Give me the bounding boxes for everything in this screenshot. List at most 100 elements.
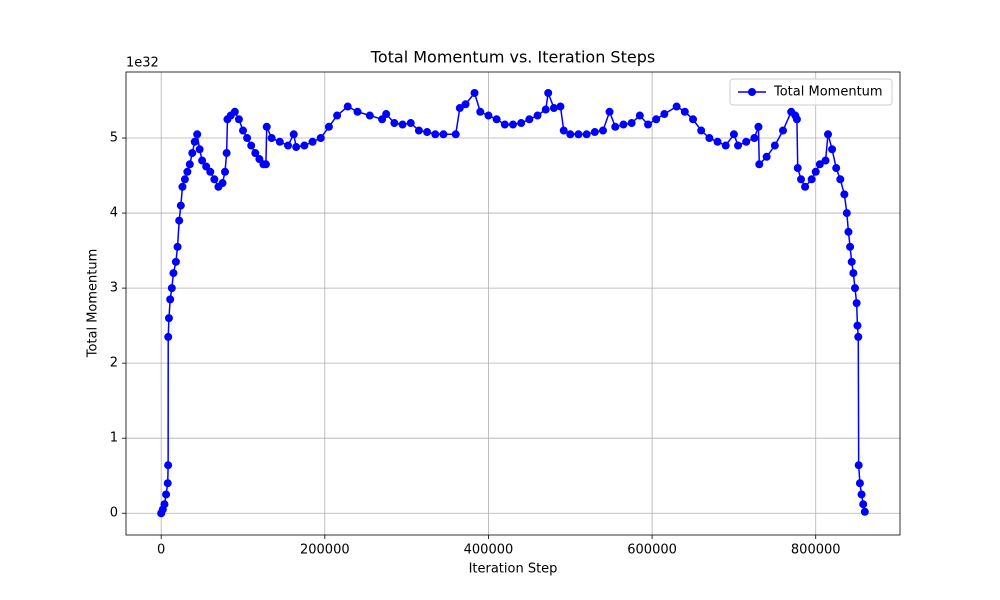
data-point (549, 104, 558, 113)
data-point (611, 122, 620, 131)
data-point (175, 216, 184, 225)
data-point (190, 137, 199, 146)
y-axis-label: Total Momentum (86, 249, 101, 359)
data-point (324, 122, 333, 131)
data-point (680, 107, 689, 116)
data-point (492, 115, 501, 124)
data-point (713, 137, 722, 146)
data-point (599, 126, 607, 135)
data-point (284, 141, 292, 150)
data-point (844, 227, 853, 236)
y-tick-label: 4 (110, 206, 118, 221)
data-point (801, 182, 810, 191)
data-point (762, 152, 771, 161)
data-point (729, 130, 738, 139)
y-tick-label: 2 (110, 356, 118, 371)
data-point (251, 149, 260, 158)
data-point (343, 102, 352, 111)
data-point (851, 284, 859, 293)
data-point (619, 120, 628, 129)
data-point (221, 167, 229, 176)
data-point (160, 500, 169, 509)
data-point (169, 269, 178, 278)
data-point (382, 110, 391, 119)
data-point (188, 149, 197, 158)
y-tick-label: 1 (110, 431, 118, 446)
data-point (779, 126, 787, 135)
x-tick-label: 600000 (627, 543, 677, 558)
data-point (754, 122, 763, 131)
x-tick-label: 200000 (300, 543, 350, 558)
data-point (842, 209, 851, 218)
data-point (206, 167, 215, 176)
data-point (559, 126, 568, 135)
data-point (824, 130, 832, 139)
data-point (697, 126, 706, 135)
legend: Total Momentum (729, 78, 893, 106)
data-point (239, 126, 247, 135)
data-point (451, 130, 460, 139)
data-point (574, 130, 583, 139)
legend-label: Total Momentum (773, 85, 883, 100)
data-point (517, 119, 526, 128)
data-point (556, 102, 565, 111)
x-tick-label: 400000 (464, 543, 514, 558)
chart-title: Total Momentum vs. Iteration Steps (370, 48, 655, 67)
data-point (544, 89, 553, 98)
data-point (164, 332, 173, 341)
data-point (171, 257, 180, 266)
data-point (605, 107, 614, 116)
y-offset-label: 1e32 (126, 56, 159, 71)
data-point (797, 175, 805, 184)
data-point (852, 299, 861, 308)
data-point (734, 141, 742, 150)
data-point (398, 120, 407, 129)
data-point (210, 175, 219, 184)
data-point (173, 242, 182, 251)
data-point (470, 89, 479, 98)
data-point (455, 104, 464, 113)
data-point (846, 242, 855, 251)
x-tick-label: 0 (157, 543, 165, 558)
data-point (590, 128, 599, 137)
data-point (406, 119, 415, 128)
data-point (509, 120, 517, 129)
data-point (525, 115, 534, 124)
data-point (431, 130, 440, 139)
data-point (792, 115, 801, 124)
data-point (860, 507, 869, 516)
data-point (500, 120, 509, 129)
data-point (275, 137, 284, 146)
data-point (267, 134, 276, 143)
data-point (836, 175, 845, 184)
data-point (652, 115, 661, 124)
data-point (234, 115, 243, 124)
data-point (644, 120, 652, 129)
data-point (333, 111, 342, 120)
data-point (854, 461, 863, 470)
legend-marker (748, 88, 756, 96)
data-point (178, 182, 187, 191)
data-point (164, 314, 173, 323)
data-point (180, 175, 189, 184)
data-point (167, 284, 176, 293)
data-point (755, 160, 764, 169)
y-tick-label: 5 (110, 131, 118, 146)
data-point (423, 128, 432, 137)
data-point (484, 111, 493, 120)
data-point (316, 134, 325, 143)
data-point (807, 175, 816, 184)
data-point (414, 126, 423, 135)
data-point (721, 141, 730, 150)
x-tick-label: 800000 (791, 543, 841, 558)
data-point (672, 102, 681, 111)
data-point (163, 479, 172, 488)
legend-box (729, 78, 893, 106)
data-point (849, 269, 858, 278)
data-point (705, 134, 714, 143)
data-point (582, 130, 591, 139)
data-point (853, 321, 862, 330)
data-point (815, 160, 824, 169)
x-axis-label: Iteration Step (469, 562, 558, 577)
data-point (193, 130, 202, 139)
